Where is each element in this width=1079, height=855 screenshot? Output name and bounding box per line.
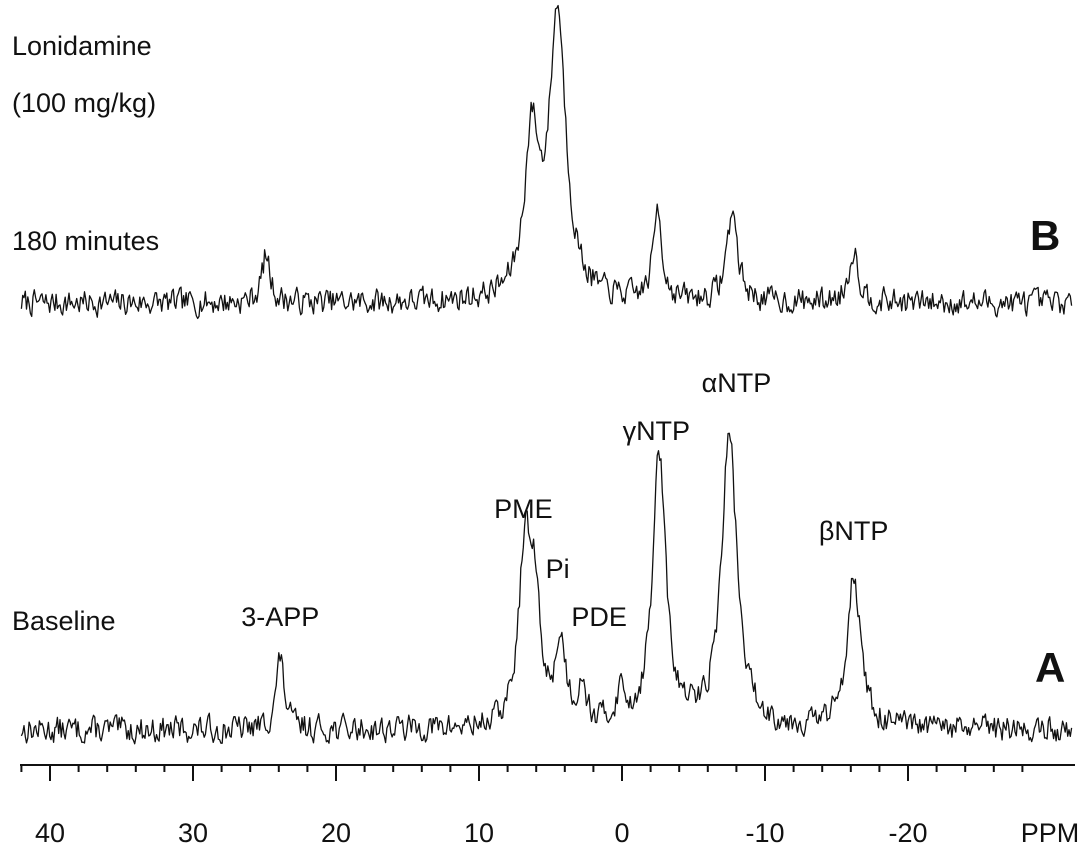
panel-b-dose-label: (100 mg/kg)	[12, 88, 156, 118]
x-tick-label-6: -20	[888, 818, 927, 848]
spectrum-trace-b	[20, 4, 1073, 320]
x-tick-label-5: -10	[745, 818, 784, 848]
peak-label-2: Pi	[546, 554, 570, 584]
panel-a-letter: A	[1035, 644, 1065, 691]
panel-b-drug-label: Lonidamine	[12, 31, 152, 61]
panel-b-letter: B	[1030, 212, 1060, 259]
peak-label-3: PDE	[571, 602, 627, 632]
x-tick-label-3: 10	[464, 818, 494, 848]
peak-label-1: PME	[494, 494, 553, 524]
x-tick-label-1: 30	[178, 818, 208, 848]
x-tick-label-2: 20	[321, 818, 351, 848]
peak-label-4: γNTP	[623, 416, 691, 446]
x-tick-label-0: 40	[35, 818, 65, 848]
peak-label-6: βNTP	[819, 516, 889, 546]
x-axis-unit-label: PPM	[1021, 818, 1079, 848]
x-tick-label-4: 0	[614, 818, 629, 848]
x-axis-ticks: 40 30 20 10 0 -10 -20	[20, 765, 1024, 848]
peak-label-5: αNTP	[702, 368, 772, 398]
panel-b-time-label: 180 minutes	[12, 226, 159, 256]
spectrum-trace-a	[20, 432, 1073, 745]
panel-a-baseline-label: Baseline	[12, 606, 116, 636]
peak-label-0: 3-APP	[241, 602, 319, 632]
